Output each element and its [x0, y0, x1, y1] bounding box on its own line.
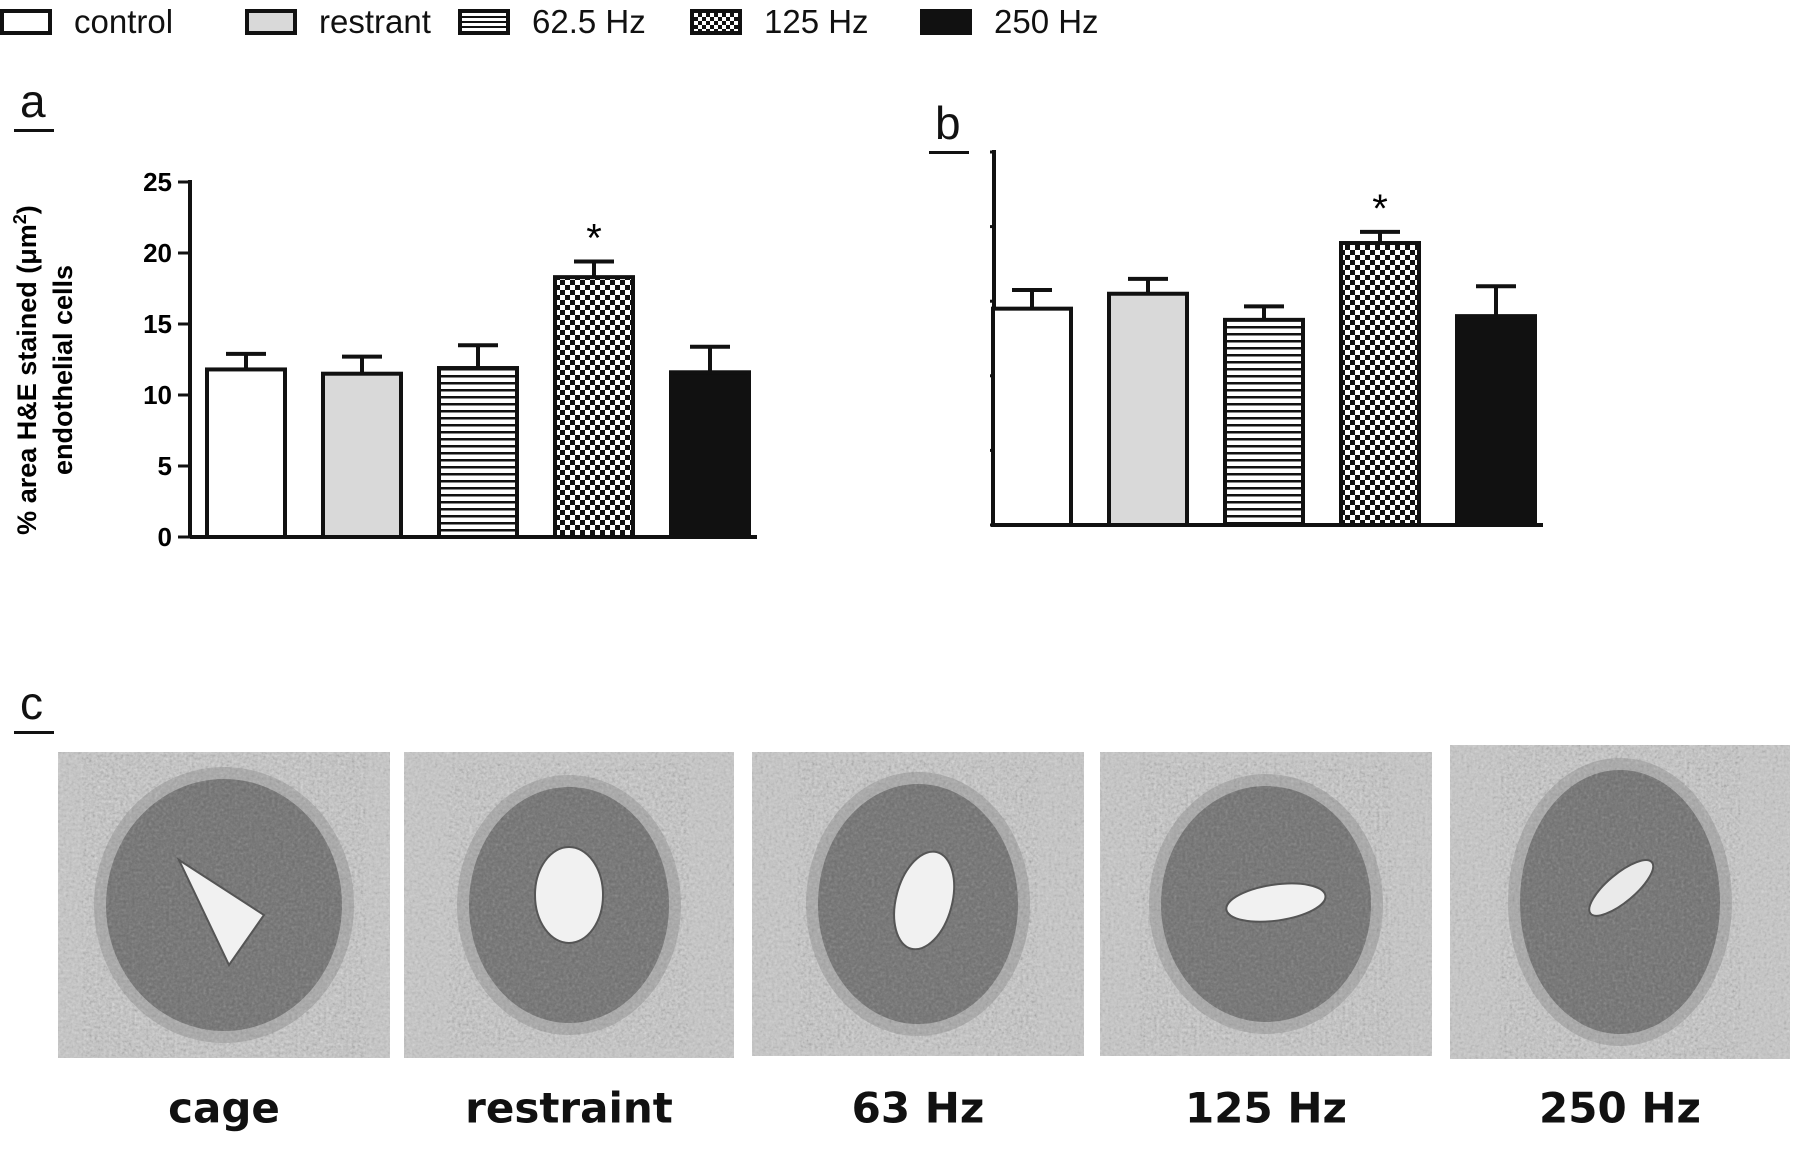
legend-swatch-250hz [920, 9, 972, 35]
y-tick-label: 10 [143, 380, 172, 410]
legend-label-control: control [74, 3, 174, 40]
legend-item-62-5hz: 62.5 Hz [458, 3, 646, 40]
y-axis-label: % area H&E stained (μm2) [10, 205, 42, 535]
panel-letter-b: b [929, 97, 969, 154]
legend-label-62-5hz: 62.5 Hz [532, 3, 646, 40]
legend-swatch-control [0, 9, 52, 35]
bar-250-hz [669, 370, 751, 539]
y-tick-label: 0 [158, 522, 172, 552]
bar-250-hz [1455, 314, 1537, 527]
legend-label-125hz: 125 Hz [764, 3, 869, 40]
legend-label-restrant: restrant [319, 3, 431, 40]
chart-legend: control restrant 62.5 Hz 125 Hz 250 Hz [0, 0, 1800, 48]
micrograph-63-hz [752, 752, 1084, 1056]
bar-62-5-hz [437, 366, 519, 539]
bar-62-5-hz [1223, 317, 1305, 527]
bar-restrant [1107, 291, 1189, 527]
panel-letter-a-text: a [20, 75, 46, 127]
bar-control [991, 306, 1073, 527]
y-tick-label: 5 [158, 451, 172, 481]
legend-swatch-restrant [245, 9, 297, 35]
legend-swatch-125hz [690, 9, 742, 35]
legend-item-125hz: 125 Hz [690, 3, 869, 40]
panel-letter-c-text: c [20, 677, 43, 729]
y-tick-label: 20 [143, 238, 172, 268]
bar-125-hz [1339, 241, 1421, 528]
legend-label-250hz: 250 Hz [994, 3, 1099, 40]
micrograph-250-hz [1450, 745, 1790, 1059]
legend-item-control: control [0, 3, 174, 40]
significance-marker: * [1372, 187, 1388, 231]
bar-chart-endothelial: 0 5 10 15 20 25 * % area H&E stained (μm2)endot… [10, 167, 757, 552]
legend-item-restrant: restrant [245, 3, 431, 40]
micrograph-label: cage [168, 1083, 280, 1133]
micrograph-125-hz [1100, 752, 1432, 1056]
micrograph-label: 250 Hz [1539, 1083, 1701, 1133]
bar-control [205, 367, 287, 539]
bar-125-hz [553, 275, 635, 539]
legend-item-250hz: 250 Hz [920, 3, 1099, 40]
significance-marker: * [586, 217, 602, 261]
legend-swatch-62-5hz [458, 9, 510, 35]
micrograph-label: 63 Hz [851, 1083, 985, 1133]
panel-letter-b-text: b [935, 97, 961, 149]
panel-letter-a: a [14, 75, 54, 132]
panel-letter-c: c [14, 677, 54, 734]
y-axis-label: endothelial cells [48, 265, 78, 475]
micrograph-label: restraint [465, 1083, 673, 1133]
micrograph-cage [58, 752, 390, 1058]
bar-restrant [321, 371, 403, 539]
y-tick-label: 25 [143, 167, 172, 197]
micrograph-label: 125 Hz [1185, 1083, 1347, 1133]
bar-chart-vsm: 012345*% area H&E stained (μm2) VSM [990, 150, 1543, 528]
micrograph-restraint [404, 752, 734, 1058]
y-tick-label: 15 [143, 309, 172, 339]
